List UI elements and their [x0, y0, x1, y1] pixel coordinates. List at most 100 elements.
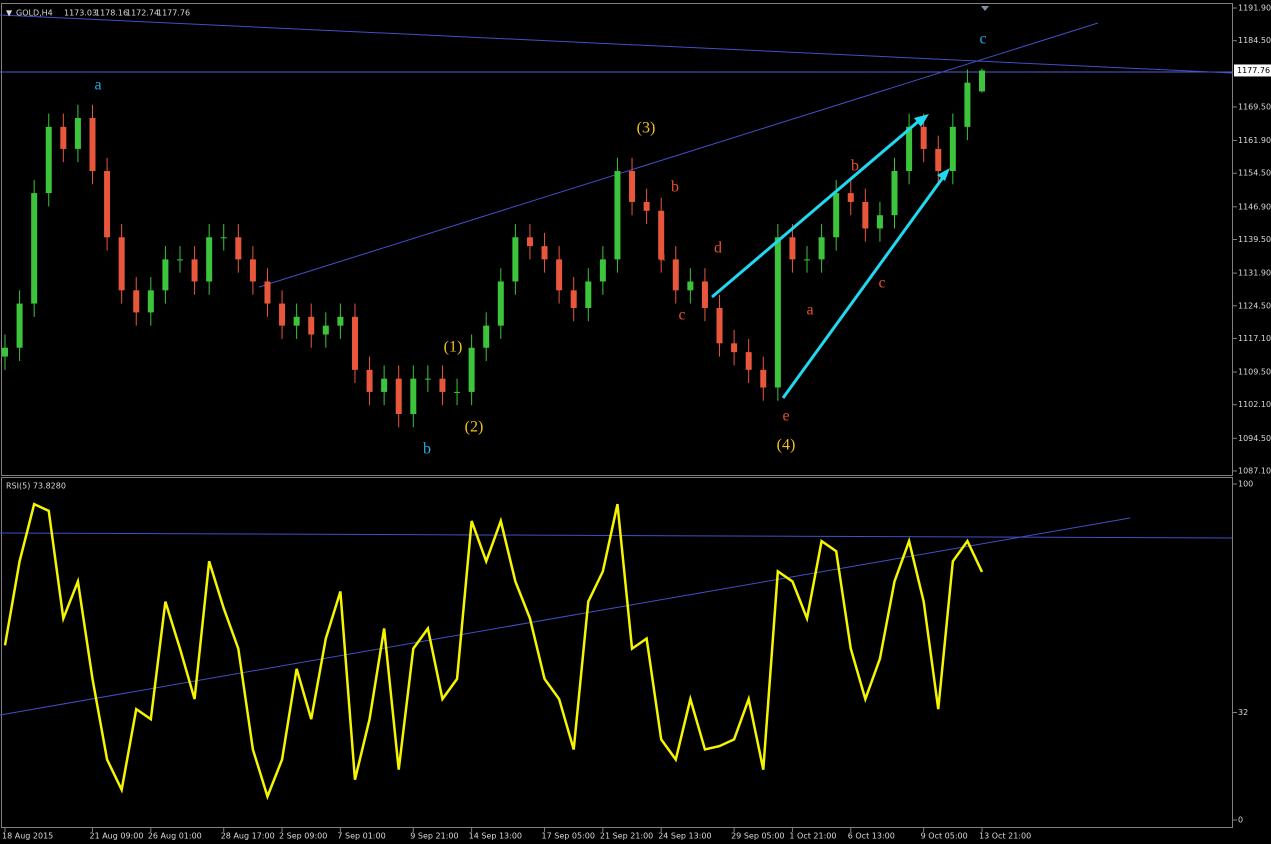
candle-body — [424, 378, 431, 380]
candle-body — [672, 259, 679, 291]
candle-body — [16, 303, 23, 348]
candle-body — [526, 237, 533, 247]
wave-label: b — [851, 158, 859, 175]
wave-label: e — [782, 408, 789, 425]
y-tick-label: 1131.90 — [1238, 269, 1271, 278]
candle-body — [614, 171, 621, 260]
overlay — [711, 114, 950, 399]
y-tick-label: 1191.90 — [1238, 4, 1271, 13]
candle-body — [687, 281, 694, 291]
candle-body — [497, 281, 504, 326]
candle-body — [249, 259, 256, 282]
candle-body — [731, 343, 738, 353]
x-tick-label: 6 Oct 13:00 — [848, 832, 895, 841]
wave-label: c — [878, 275, 885, 292]
candle-body — [133, 290, 140, 313]
candle-body — [147, 290, 154, 313]
candles — [2, 68, 985, 428]
candle-body — [454, 391, 461, 393]
candle-body — [920, 126, 927, 149]
y-tick-label: 1124.50 — [1238, 301, 1271, 310]
candle-body — [220, 237, 227, 239]
y-tick-label: 1146.90 — [1238, 202, 1271, 211]
ohlc-high: 1178.16 — [95, 9, 128, 18]
rsi-trend-line — [0, 517, 1131, 716]
candle-body — [176, 259, 183, 261]
wave-label: b — [423, 441, 431, 458]
rsi-trend-line — [0, 532, 1233, 539]
wave-label: (1) — [444, 339, 463, 356]
wave-label: c — [678, 307, 685, 324]
x-tick-label: 7 Sep 01:00 — [337, 832, 385, 841]
x-tick-label: 21 Sep 21:00 — [600, 832, 653, 841]
trend-line — [258, 22, 1099, 288]
arrow — [781, 175, 946, 399]
candle-body — [789, 237, 796, 260]
candle-body — [468, 347, 475, 392]
arrow — [711, 118, 921, 299]
candle-body — [774, 237, 781, 388]
candle-body — [964, 82, 971, 127]
rsi-pane-border — [1, 477, 1233, 828]
candle-body — [366, 369, 373, 392]
candle-body — [701, 281, 708, 308]
x-tick-label: 2 Sep 09:00 — [279, 832, 327, 841]
x-tick-label: 18 Aug 2015 — [2, 832, 53, 841]
wave-label: a — [94, 77, 101, 94]
candle-body — [410, 378, 417, 415]
x-tick-label: 14 Sep 13:00 — [469, 832, 522, 841]
candle-body — [876, 215, 883, 229]
candle-body — [979, 70, 985, 92]
symbol-title: GOLD,H4 — [16, 9, 53, 18]
candle-body — [629, 171, 636, 202]
candle-body — [89, 118, 96, 172]
candle-body — [381, 378, 388, 392]
ohlc-open: 1173.03 — [64, 9, 97, 18]
candle-body — [716, 307, 723, 344]
candle-body — [760, 369, 767, 388]
candle-body — [31, 193, 38, 304]
ohlc-close: 1177.76 — [157, 9, 190, 18]
candle-body — [45, 126, 52, 194]
arrow-head — [937, 168, 950, 181]
candle-body — [162, 259, 169, 291]
candle-body — [833, 193, 840, 238]
candle-body — [570, 290, 577, 308]
candle-body — [293, 316, 300, 326]
candle-body — [2, 347, 8, 357]
x-tick-label: 28 Aug 17:00 — [221, 832, 275, 841]
candle-body — [935, 148, 942, 172]
candle-body — [891, 171, 898, 216]
y-tick-label: 1094.50 — [1238, 434, 1271, 443]
y-tick-label: 1184.50 — [1238, 36, 1271, 45]
candle-body — [643, 201, 650, 211]
wave-label: a — [806, 302, 813, 319]
candle-body — [395, 378, 402, 415]
x-tick-label: 13 Oct 21:00 — [979, 832, 1031, 841]
x-tick-label: 9 Sep 21:00 — [410, 832, 458, 841]
candle-body — [483, 325, 490, 348]
rsi-y-tick-label: 100 — [1238, 480, 1253, 489]
candle-body — [745, 352, 752, 370]
wave-label: a — [658, 248, 665, 265]
candle-body — [264, 281, 271, 304]
candle-body — [541, 246, 548, 260]
candle-body — [322, 325, 329, 335]
candle-body — [74, 118, 81, 149]
candle-body — [585, 281, 592, 308]
wave-label: (3) — [637, 120, 656, 137]
y-tick-label: 1087.10 — [1238, 467, 1271, 476]
wave-label: c — [979, 31, 986, 48]
x-tick-label: 9 Oct 05:00 — [921, 832, 968, 841]
x-tick-label: 17 Sep 05:00 — [542, 832, 595, 841]
candle-body — [206, 237, 213, 282]
candle-body — [104, 171, 111, 238]
candle-body — [847, 193, 854, 202]
ohlc-low: 1172.74 — [126, 9, 159, 18]
x-tick-label: 21 Aug 09:00 — [89, 832, 143, 841]
x-tick-label: 29 Sep 05:00 — [731, 832, 784, 841]
y-tick-label: 1109.50 — [1238, 368, 1271, 377]
rsi-title: RSI(5) 73.8280 — [6, 482, 66, 491]
y-tick-label: 1102.10 — [1238, 400, 1271, 409]
